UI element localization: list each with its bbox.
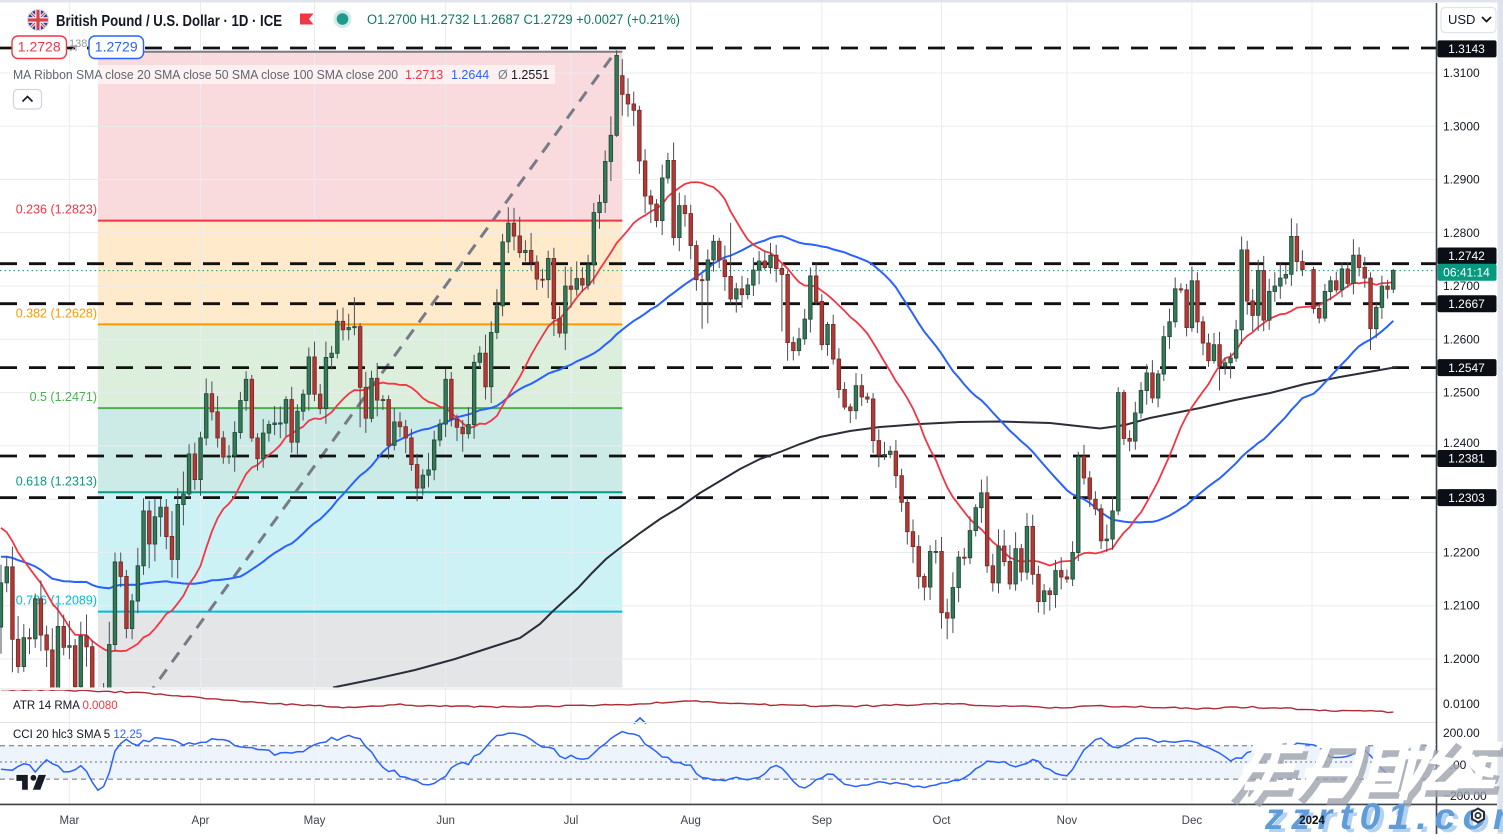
svg-text:1.2700: 1.2700 xyxy=(1443,279,1480,293)
svg-text:1.2800: 1.2800 xyxy=(1443,226,1480,240)
svg-text:1.2742: 1.2742 xyxy=(1448,249,1485,263)
svg-text:0.5 (1.2471): 0.5 (1.2471) xyxy=(30,390,97,404)
svg-text:1.2200: 1.2200 xyxy=(1443,546,1480,560)
svg-text:ATR 14 RMA 0.0080: ATR 14 RMA 0.0080 xyxy=(13,700,118,712)
svg-text:Mar: Mar xyxy=(59,815,79,827)
svg-text:O1.2700 H1.2732 L1.2687 C1.272: O1.2700 H1.2732 L1.2687 C1.2729 +0.0027 … xyxy=(367,12,680,27)
svg-text:06:41:14: 06:41:14 xyxy=(1443,265,1490,279)
svg-text:Jul: Jul xyxy=(564,815,579,827)
svg-text:1.2381: 1.2381 xyxy=(1448,452,1485,466)
svg-text:1.2667: 1.2667 xyxy=(1448,297,1485,311)
svg-text:Ø: Ø xyxy=(498,68,508,82)
svg-text:Jun: Jun xyxy=(436,815,455,827)
svg-text:1.3100: 1.3100 xyxy=(1443,66,1480,80)
svg-text:British Pound / U.S. Dollar ·: British Pound / U.S. Dollar · 1D · ICE xyxy=(56,13,282,30)
svg-text:Apr: Apr xyxy=(192,815,210,827)
svg-text:2024: 2024 xyxy=(1299,815,1325,827)
svg-text:1.3000: 1.3000 xyxy=(1443,119,1480,133)
svg-text:1.2600: 1.2600 xyxy=(1443,332,1480,346)
svg-text:138: 138 xyxy=(69,38,87,50)
svg-text:Oct: Oct xyxy=(933,815,952,827)
svg-text:1.2644: 1.2644 xyxy=(451,68,489,82)
svg-text:May: May xyxy=(304,815,326,827)
svg-text:1.2728: 1.2728 xyxy=(18,39,61,55)
svg-text:1.2551: 1.2551 xyxy=(511,68,549,82)
svg-text:MA Ribbon SMA close 20 SMA clo: MA Ribbon SMA close 20 SMA close 50 SMA … xyxy=(13,68,398,82)
svg-text:CCI 20 hlc3 SMA 5 12.25: CCI 20 hlc3 SMA 5 12.25 xyxy=(13,729,142,741)
svg-text:200.00: 200.00 xyxy=(1443,726,1480,740)
svg-text:0.786 (1.2089): 0.786 (1.2089) xyxy=(16,594,97,608)
svg-text:1.2547: 1.2547 xyxy=(1448,361,1485,375)
svg-text:1.2900: 1.2900 xyxy=(1443,173,1480,187)
svg-text:Dec: Dec xyxy=(1182,815,1203,827)
svg-text:1.2400: 1.2400 xyxy=(1443,436,1480,450)
svg-text:0.236 (1.2823): 0.236 (1.2823) xyxy=(16,203,97,217)
svg-text:USD: USD xyxy=(1448,12,1475,27)
svg-text:1.2303: 1.2303 xyxy=(1448,491,1485,505)
svg-text:Aug: Aug xyxy=(680,815,700,827)
svg-text:Sep: Sep xyxy=(812,815,832,827)
svg-text:1.2500: 1.2500 xyxy=(1443,386,1480,400)
svg-text:Nov: Nov xyxy=(1057,815,1078,827)
svg-text:0.0100: 0.0100 xyxy=(1443,697,1480,711)
svg-text:0.382 (1.2628): 0.382 (1.2628) xyxy=(16,306,97,320)
svg-text:1.2713: 1.2713 xyxy=(405,68,443,82)
svg-text:1.2000: 1.2000 xyxy=(1443,652,1480,666)
svg-text:0.618 (1.2313): 0.618 (1.2313) xyxy=(16,474,97,488)
svg-text:1.3143: 1.3143 xyxy=(1448,42,1485,56)
svg-text:1.2100: 1.2100 xyxy=(1443,599,1480,613)
svg-text:1.2729: 1.2729 xyxy=(95,39,138,55)
